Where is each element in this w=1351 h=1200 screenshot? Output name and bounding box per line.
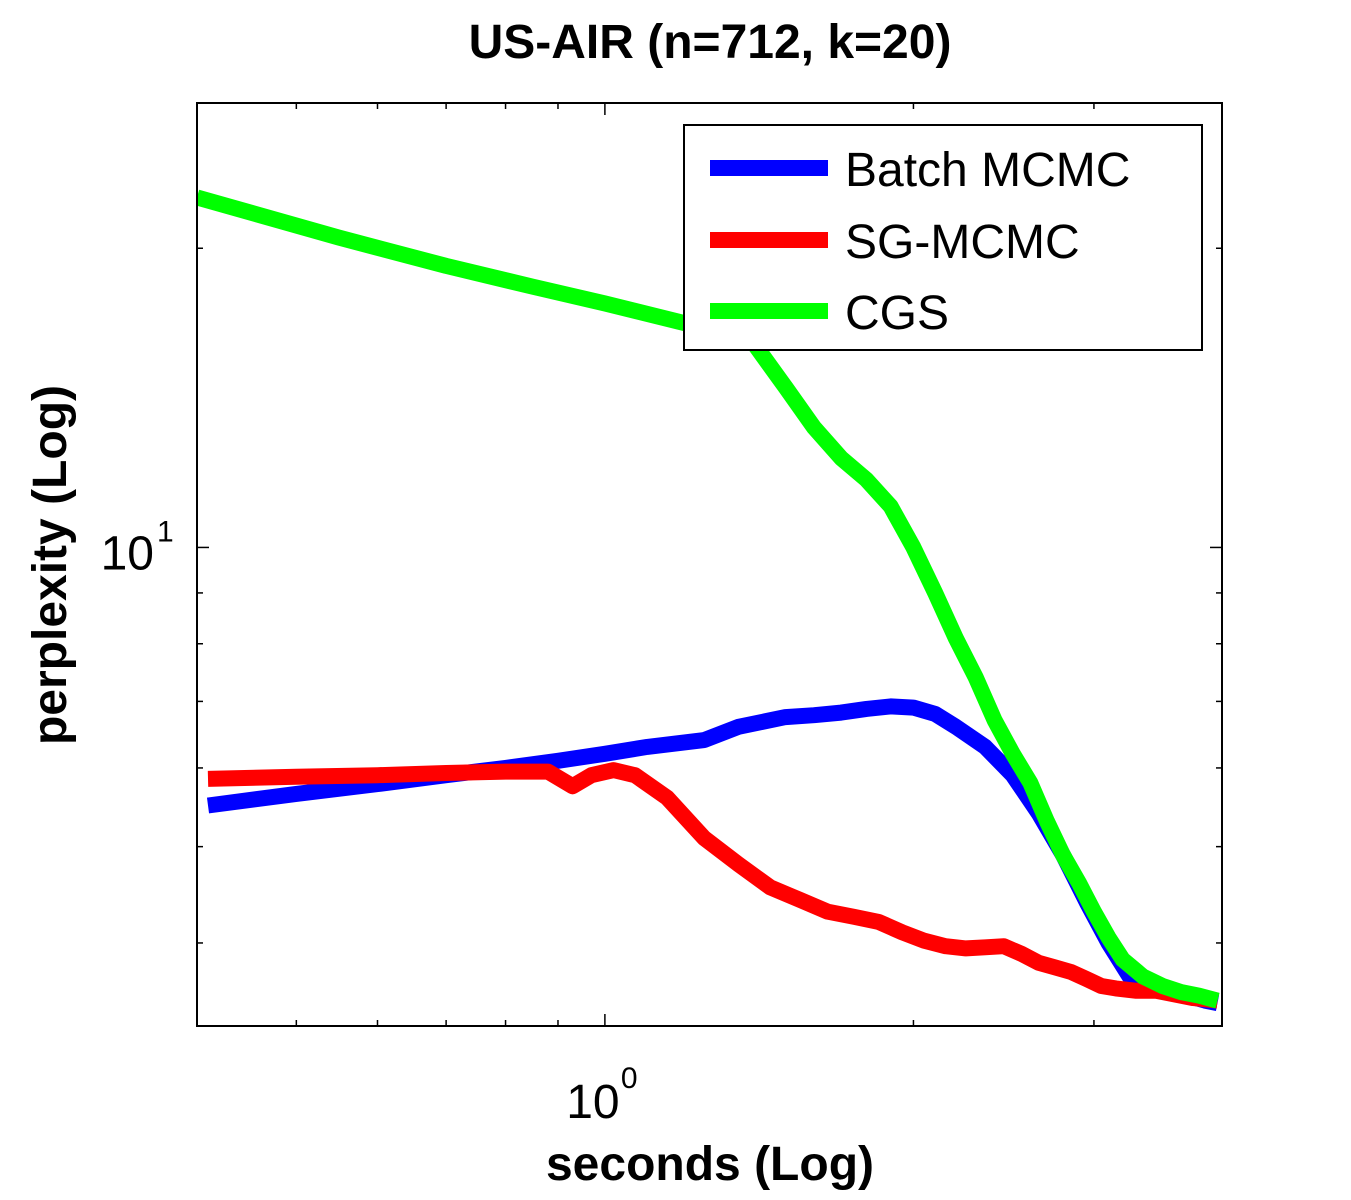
y-tick-label: 10 bbox=[101, 527, 154, 580]
x-axis-label: seconds (Log) bbox=[546, 1138, 874, 1191]
x-tick-label-exponent: 0 bbox=[621, 1062, 638, 1095]
series-line-batch-mcmc bbox=[206, 698, 1220, 1011]
plot-frame bbox=[196, 102, 1223, 1027]
y-axis-label: perplexity (Log) bbox=[24, 385, 77, 745]
chart-title: US-AIR (n=712, k=20) bbox=[469, 16, 952, 69]
series-line-sg-mcmc bbox=[207, 762, 1219, 1009]
x-tick-label: 10 bbox=[566, 1076, 619, 1129]
legend-label-sg-mcmc: SG-MCMC bbox=[845, 216, 1080, 269]
legend-label-cgs: CGS bbox=[845, 287, 949, 340]
legend-label-batch-mcmc: Batch MCMC bbox=[845, 144, 1130, 197]
y-tick-label-exponent: 1 bbox=[157, 515, 174, 548]
legend: Batch MCMC SG-MCMC CGS bbox=[683, 124, 1203, 351]
